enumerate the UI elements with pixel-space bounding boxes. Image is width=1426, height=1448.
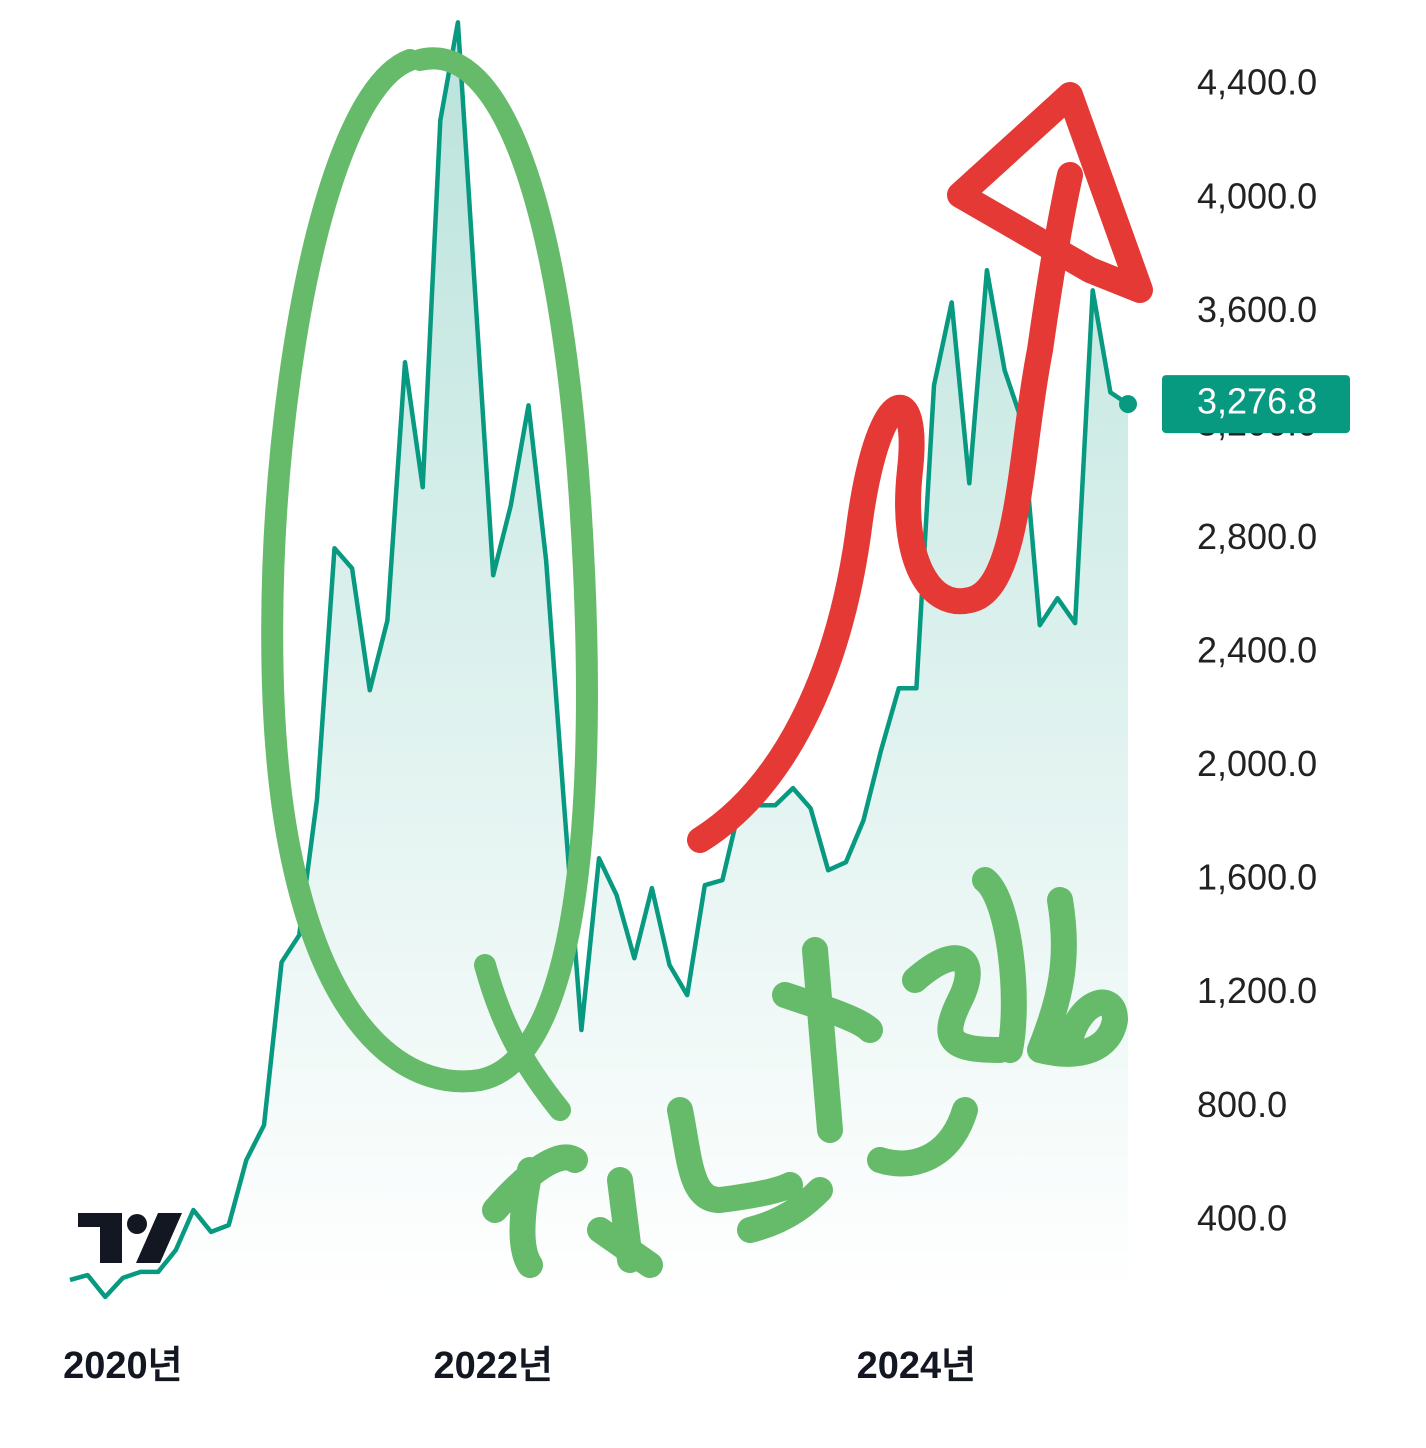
y-tick-label: 400.0 bbox=[1197, 1197, 1287, 1238]
x-tick-label: 2024년 bbox=[857, 1345, 977, 1387]
y-tick-label: 1,600.0 bbox=[1197, 857, 1317, 898]
y-tick-label: 800.0 bbox=[1197, 1084, 1287, 1125]
y-tick-label: 2,400.0 bbox=[1197, 630, 1317, 671]
y-tick-label: 4,000.0 bbox=[1197, 175, 1317, 216]
y-tick-label: 1,200.0 bbox=[1197, 970, 1317, 1011]
line bbox=[69, 20, 1130, 1300]
last-value-label: 3,276.8 bbox=[1197, 381, 1317, 422]
y-tick-label: 4,400.0 bbox=[1197, 62, 1317, 103]
y-tick-label: 2,800.0 bbox=[1197, 516, 1317, 557]
annotation bbox=[261, 47, 1153, 1278]
y-axis: 400.0 800.0 1,200.0 1,600.0 2,000.0 2,400.0 2,… bbox=[63, 62, 1350, 1387]
last-value-box bbox=[1162, 375, 1350, 434]
y-tick-label: 2,000.0 bbox=[1197, 743, 1317, 784]
last-point bbox=[1119, 395, 1137, 414]
logo bbox=[78, 1213, 182, 1263]
x-tick-label: 2022년 bbox=[433, 1345, 553, 1387]
x-tick-label: 2020년 bbox=[63, 1345, 183, 1387]
y-tick-label: 3,600.0 bbox=[1197, 289, 1317, 330]
